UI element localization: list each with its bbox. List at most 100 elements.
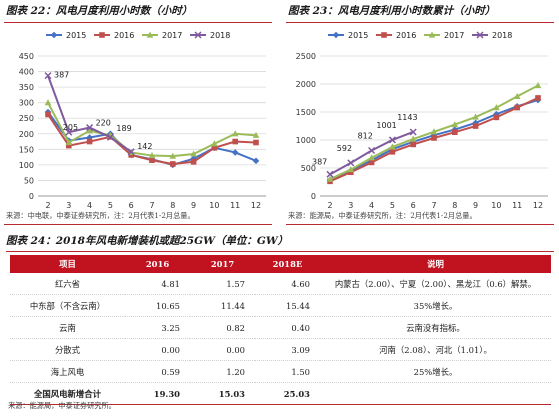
data-point-2017 xyxy=(409,135,417,142)
table-row: 海上风电 0.59 1.20 1.50 25%增长。 xyxy=(10,360,551,383)
row-item: 分散式 xyxy=(10,338,125,361)
x-tick-label: 12 xyxy=(251,201,261,210)
legend-label-2015: 2015 xyxy=(348,31,368,40)
x-tick-label: 9 xyxy=(473,201,478,210)
table-header-row: 项目 2016 2017 2018E 说明 xyxy=(10,255,551,273)
figure-24-title: 图表 24：2018年风电新增装机或超25GW（单位：GW） xyxy=(6,235,289,247)
x-tick-label: 6 xyxy=(411,201,416,210)
data-label: 592 xyxy=(337,144,352,153)
data-point-2017 xyxy=(65,138,73,146)
row-2018e: 3.09 xyxy=(255,338,320,361)
data-point-2017 xyxy=(472,113,479,120)
legend-marker-2018-b xyxy=(194,31,202,39)
data-label: 189 xyxy=(116,124,131,133)
data-point-2016 xyxy=(389,149,396,155)
y-tick-label: 500 xyxy=(301,164,316,173)
legend-marker-2017 xyxy=(146,31,154,38)
data-point-2016 xyxy=(493,114,500,121)
data-point-2015 xyxy=(231,149,239,156)
row-2017: 0.82 xyxy=(190,316,255,339)
row-2016: 3.25 xyxy=(125,316,190,339)
y-tick-label: 450 xyxy=(19,52,34,61)
figure-23-panel: 图表 23：风电月度利用小时数累计（小时） 2015 2016 2017 2018 0 5… xyxy=(286,0,556,228)
figure-22-source: 来源：中电联，中泰证券研究所，注：2月代表1-2月总量。 xyxy=(6,211,195,220)
row-2016: 4.81 xyxy=(125,273,190,295)
legend-marker-2015 xyxy=(50,31,58,39)
row-note: 云南没有指标。 xyxy=(320,316,551,339)
header-item: 项目 xyxy=(10,255,125,273)
figure-22-panel: 图表 22：风电月度利用小时数（小时） 2015 2016 2017 2018 0 50 1… xyxy=(4,0,274,228)
x-tick-label: 8 xyxy=(170,201,175,210)
data-point-2016 xyxy=(253,139,259,146)
y-tick-label: 300 xyxy=(19,99,34,108)
row-item: 红六省 xyxy=(10,273,125,295)
legend-label-2017: 2017 xyxy=(162,31,182,40)
x-tick-label: 7 xyxy=(431,201,436,210)
data-point-2017 xyxy=(513,92,521,100)
x-tick-label: 5 xyxy=(390,201,395,210)
x-tick-label: 6 xyxy=(129,201,134,210)
x-tick-label: 11 xyxy=(230,201,240,210)
x-tick-label: 7 xyxy=(149,201,154,210)
legend-marker-2018-b xyxy=(476,31,484,39)
data-point-2017 xyxy=(534,82,542,89)
data-point-2016 xyxy=(472,123,479,129)
y-tick-label: 1500 xyxy=(296,108,316,117)
data-point-2016 xyxy=(514,104,520,111)
row-item: 海上风电 xyxy=(10,360,125,383)
row-2018e: 4.60 xyxy=(255,273,320,295)
y-tick-label: 250 xyxy=(19,114,34,123)
row-note: 35%增长。 xyxy=(320,294,551,317)
data-point-2018-b xyxy=(44,72,52,80)
legend-marker-2016 xyxy=(99,32,105,38)
data-point-2016 xyxy=(45,111,51,118)
data-point-2018-b xyxy=(86,124,94,132)
data-point-2016 xyxy=(535,95,541,101)
data-label: 387 xyxy=(54,71,69,80)
y-tick-label: 100 xyxy=(19,161,34,170)
figure-23-source: 来源：能源局，中泰证券研究所，注：2月代表1-2月总量。 xyxy=(288,211,477,220)
row-2017: 0.00 xyxy=(190,338,255,361)
data-point-2018-b xyxy=(326,170,334,178)
y-tick-label: 1000 xyxy=(296,136,316,145)
total-2018e: 25.03 xyxy=(255,382,320,405)
data-point-2017 xyxy=(368,154,375,161)
data-point-2018-b xyxy=(409,128,417,136)
data-label: 812 xyxy=(358,132,373,141)
x-tick-label: 3 xyxy=(348,201,353,210)
x-tick-label: 10 xyxy=(491,201,501,210)
figure-23-title: 图表 23：风电月度利用小时数累计（小时） xyxy=(288,5,496,17)
data-point-2018-b xyxy=(347,159,355,167)
data-point-2017 xyxy=(347,166,355,173)
table-row: 中东部（不含云南） 10.65 11.44 15.44 35%增长。 xyxy=(10,294,551,317)
data-point-2017 xyxy=(231,130,239,137)
data-point-2017 xyxy=(148,152,156,159)
x-tick-label: 3 xyxy=(66,201,71,210)
total-note xyxy=(320,382,551,405)
data-point-2017 xyxy=(326,175,334,182)
data-point-2016 xyxy=(232,138,238,145)
data-point-2017 xyxy=(86,127,93,134)
data-point-2018-b xyxy=(65,128,73,136)
figure-23-bottom-rule xyxy=(286,224,554,225)
row-2017: 1.20 xyxy=(190,360,255,383)
data-label: 1143 xyxy=(397,113,417,122)
row-note: 河南（2.08）、河北（1.01）。 xyxy=(320,338,551,361)
data-point-2016 xyxy=(348,169,354,176)
header-2016: 2016 xyxy=(125,255,190,273)
chart-23-svg: 2015 2016 2017 2018 0 500 1000 1500 2000 2500 2 3 4 5… xyxy=(296,31,548,210)
x-tick-label: 12 xyxy=(533,201,543,210)
row-2017: 1.57 xyxy=(190,273,255,295)
legend-label-2016: 2016 xyxy=(396,31,416,40)
y-tick-label: 150 xyxy=(19,145,34,154)
data-point-2016 xyxy=(149,157,155,164)
data-point-2016 xyxy=(190,158,197,165)
row-item: 云南 xyxy=(10,316,125,339)
data-point-2017 xyxy=(44,99,52,106)
legend-marker-2015 xyxy=(332,31,340,39)
data-point-2018-b xyxy=(106,133,114,141)
figure-23-title-rule xyxy=(286,22,554,23)
header-2018e: 2018E xyxy=(255,255,320,273)
data-point-2015 xyxy=(86,134,93,141)
y-tick-label: 0 xyxy=(311,192,316,201)
